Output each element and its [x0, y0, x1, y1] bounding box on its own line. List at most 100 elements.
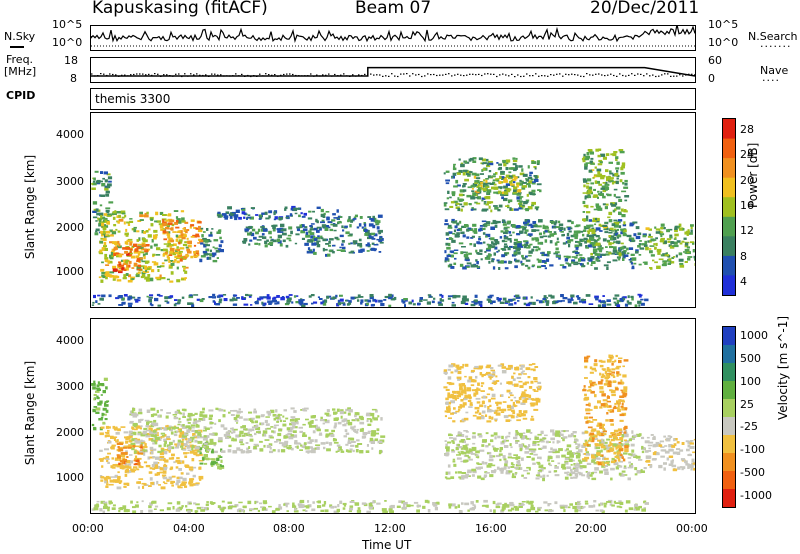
- power-cell: [462, 295, 467, 299]
- velocity-cell: [589, 383, 595, 387]
- power-cell: [129, 251, 132, 253]
- nave-point: [454, 74, 456, 76]
- velocity-cell: [450, 393, 454, 396]
- velocity-cell: [209, 440, 214, 444]
- power-cell: [112, 216, 116, 220]
- power-cell: [468, 228, 474, 231]
- power-cell: [568, 243, 571, 248]
- power-cell: [366, 302, 369, 305]
- power-cell: [613, 224, 619, 228]
- velocity-cell: [146, 429, 151, 432]
- power-cell: [185, 254, 190, 257]
- velocity-cell: [524, 381, 530, 384]
- velocity-cell: [515, 441, 518, 444]
- velocity-cell: [191, 449, 197, 452]
- power-cell: [616, 170, 619, 173]
- power-cell: [438, 303, 443, 306]
- power-cell: [687, 258, 691, 261]
- velocity-cell: [290, 407, 295, 410]
- power-cell: [320, 301, 324, 305]
- power-cell: [573, 263, 578, 266]
- power-cell: [548, 231, 552, 233]
- velocity-cell: [453, 463, 457, 467]
- velocity-cell: [316, 446, 320, 450]
- velocity-cell: [139, 427, 142, 430]
- velocity-cell: [600, 446, 606, 449]
- velocity-cell: [325, 441, 329, 444]
- power-cell: [496, 162, 499, 164]
- velocity-cell: [447, 464, 451, 468]
- velocity-cell: [93, 394, 97, 397]
- velocity-cell: [564, 457, 569, 460]
- velocity-cell: [493, 410, 497, 414]
- velocity-cell: [488, 443, 491, 446]
- velocity-cell: [451, 382, 455, 385]
- nave-point: [571, 73, 573, 75]
- power-cell: [568, 239, 574, 242]
- velocity-cell: [202, 457, 205, 460]
- velocity-cell: [135, 440, 141, 444]
- power-cell: [577, 241, 581, 244]
- velocity-cell: [356, 419, 360, 422]
- power-cell: [123, 274, 127, 278]
- power-cell: [159, 265, 165, 268]
- power-cell: [429, 295, 432, 298]
- power-cell: [357, 242, 363, 247]
- power-cell: [141, 244, 147, 248]
- noise-panel: [90, 25, 696, 51]
- power-cell: [108, 294, 112, 298]
- power-colorbar-tick: 12: [740, 224, 754, 237]
- power-cell: [457, 172, 461, 175]
- velocity-cell: [615, 407, 620, 409]
- nave-point: [175, 73, 177, 75]
- power-cell: [611, 230, 615, 232]
- power-cell: [620, 228, 624, 231]
- velocity-cell: [622, 374, 627, 378]
- velocity-cell: [455, 364, 460, 368]
- power-cell: [195, 233, 200, 237]
- power-cell: [649, 248, 652, 250]
- velocity-cell: [228, 411, 231, 414]
- nave-point: [340, 74, 342, 76]
- power-cell: [637, 232, 642, 236]
- power-cell: [628, 237, 633, 240]
- velocity-cell: [605, 373, 610, 376]
- velocity-cell: [493, 432, 498, 436]
- velocity-cell: [528, 467, 531, 471]
- power-cell: [505, 300, 510, 303]
- power-cell: [531, 229, 536, 232]
- velocity-cell: [123, 465, 126, 468]
- nave-point: [631, 73, 633, 75]
- power-cell: [115, 252, 120, 255]
- power-cell: [131, 278, 135, 280]
- velocity-cell: [92, 408, 96, 413]
- velocity-cell: [271, 430, 274, 433]
- velocity-cell: [178, 434, 183, 438]
- velocity-cell: [527, 376, 531, 379]
- power-cell: [595, 240, 598, 242]
- power-cell: [504, 177, 507, 181]
- power-cell: [539, 236, 544, 239]
- velocity-cell: [566, 474, 571, 476]
- velocity-cell: [628, 438, 632, 442]
- power-cell: [367, 299, 372, 303]
- power-cell: [557, 300, 563, 303]
- velocity-cell: [148, 485, 152, 487]
- velocity-cell: [520, 457, 524, 461]
- power-cell: [155, 276, 160, 279]
- power-cell: [493, 239, 499, 242]
- nave-point: [577, 74, 579, 76]
- power-cell: [183, 255, 188, 259]
- nave-point: [415, 74, 417, 76]
- nave-point: [238, 75, 240, 77]
- nave-point: [472, 73, 474, 75]
- power-cell: [182, 228, 186, 230]
- power-cell: [104, 179, 108, 183]
- power-cell: [105, 234, 109, 237]
- power-cell: [129, 218, 133, 220]
- velocity-cell: [195, 424, 199, 426]
- velocity-cell: [149, 456, 155, 459]
- power-cell: [522, 257, 527, 260]
- velocity-cell: [291, 447, 294, 451]
- power-cell: [169, 239, 174, 243]
